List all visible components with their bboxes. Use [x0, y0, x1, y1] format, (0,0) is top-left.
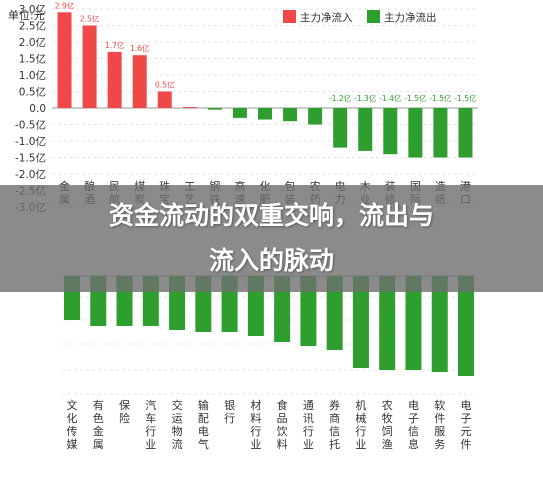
inflow-bar	[182, 107, 197, 108]
inflow-data-label: 2.9亿	[55, 0, 75, 10]
banner-title-line-2: 流入的脉动	[208, 246, 334, 275]
y-tick-label: -0.5亿	[15, 119, 46, 132]
top-chart-y-axis: 3.0亿 2.5亿 2.0亿 1.5亿 1.0亿 0.5亿 0.0 -0.5亿 -1.0亿 -1.…	[15, 3, 46, 214]
inflow-data-label: 1.6亿	[130, 43, 150, 53]
category-label: 有色金属	[93, 398, 104, 451]
outflow-bar	[207, 108, 222, 110]
outflow-bar	[326, 276, 343, 350]
outflow-bar	[283, 108, 298, 122]
legend[interactable]: 主力净流入 主力净流出	[283, 10, 437, 24]
outflow-data-label: -1.4亿	[379, 93, 402, 103]
y-tick-label: 1.0亿	[19, 69, 46, 82]
category-label: 银行	[224, 398, 235, 425]
y-tick-label: 1.5亿	[19, 53, 46, 66]
y-tick-label: -1.5亿	[15, 152, 46, 165]
inflow-bar	[107, 51, 122, 108]
outflow-data-label: -1.5亿	[429, 93, 452, 103]
category-label: 电子元件	[461, 399, 472, 451]
bottom-chart-category-labels: 文化传媒 有色金属 保险 汽车行业 交运物流 输配电气 银行 材料行业 食品饮料 通讯行业 券商信托…	[67, 398, 472, 451]
y-tick-label: -2.0亿	[15, 168, 46, 181]
inflow-bar	[132, 55, 147, 108]
outflow-bar	[358, 108, 373, 151]
inflow-bar	[57, 12, 72, 108]
y-axis-unit-label: 单位:元	[8, 8, 45, 22]
y-tick-label: 0.0	[29, 103, 46, 115]
y-tick-label: 2.0亿	[19, 36, 46, 49]
category-label: 食品饮料	[277, 398, 288, 451]
outflow-bar	[308, 108, 323, 125]
title-banner	[0, 185, 543, 292]
y-tick-label: -1.0亿	[15, 135, 46, 148]
outflow-bar	[232, 108, 247, 118]
category-label: 文化传媒	[67, 398, 78, 451]
outflow-bar	[405, 276, 422, 370]
inflow-data-label: 1.7亿	[105, 40, 125, 50]
outflow-data-label: -1.2亿	[329, 93, 352, 103]
outflow-bar	[274, 276, 291, 342]
inflow-bar	[82, 25, 97, 108]
inflow-data-label: 2.5亿	[80, 14, 100, 24]
y-tick-label: 2.5亿	[19, 20, 46, 33]
legend-swatch	[367, 10, 380, 23]
outflow-bar	[379, 276, 396, 370]
category-label: 保险	[119, 398, 130, 425]
outflow-bar	[433, 108, 448, 158]
inflow-data-label: 0.5亿	[155, 80, 175, 90]
outflow-data-label: -1.5亿	[404, 93, 427, 103]
outflow-bar	[300, 276, 317, 346]
outflow-bar	[352, 276, 369, 368]
outflow-data-label: -1.3亿	[354, 93, 377, 103]
inflow-bar	[157, 91, 172, 108]
y-tick-label: 0.5亿	[19, 86, 46, 99]
category-label: 交运物流	[172, 398, 183, 451]
y-tick-label: 3.0亿	[19, 3, 46, 16]
legend-label: 主力净流出	[384, 11, 437, 24]
category-label: 农牧饲渔	[382, 398, 393, 451]
category-label: 电子信息	[408, 399, 419, 451]
outflow-bar	[458, 276, 474, 376]
legend-swatch	[283, 10, 296, 23]
category-label: 软件服务	[434, 398, 445, 451]
outflow-bar	[408, 108, 423, 158]
category-label: 通讯行业	[303, 399, 314, 451]
legend-label: 主力净流入	[300, 11, 353, 24]
top-chart-data-labels: 2.9亿2.5亿1.7亿 1.6亿0.5亿-1.2亿 -1.3亿 -1.4亿 -1.5亿…	[55, 0, 477, 103]
outflow-bar	[258, 108, 272, 120]
outflow-bar	[333, 108, 348, 148]
category-label: 汽车行业	[145, 398, 156, 451]
outflow-bar	[458, 108, 473, 158]
category-label: 输配电气	[198, 398, 209, 451]
outflow-bar	[383, 108, 398, 155]
outflow-data-label: -1.5亿	[454, 93, 477, 103]
category-label: 材料行业	[250, 398, 261, 451]
category-label: 券商信托	[329, 398, 340, 451]
top-chart-bars	[57, 12, 473, 158]
category-label: 机械行业	[355, 398, 366, 451]
outflow-bar	[431, 276, 448, 372]
banner-title-line-1: 资金流动的双重交响，流出与	[108, 201, 434, 230]
